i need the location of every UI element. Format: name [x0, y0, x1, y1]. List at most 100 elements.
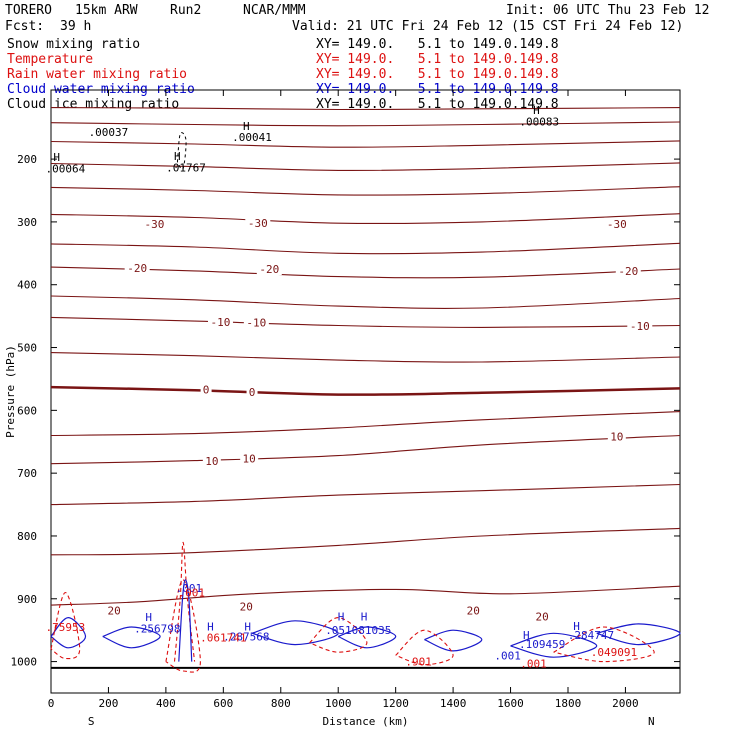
header-fcst-value: 39 h	[60, 19, 92, 34]
contour-label: 0	[249, 386, 256, 399]
rain-label: .049091	[591, 646, 637, 659]
contour-label-bg	[615, 264, 641, 277]
contour-label: 20	[240, 600, 253, 613]
contour-label: 0	[203, 384, 210, 397]
contour-label: 20	[536, 610, 549, 623]
isotherm-5	[50, 411, 681, 437]
isotherm--10	[50, 316, 681, 328]
isotherm--40	[50, 162, 681, 172]
y-tick-label: 200	[17, 153, 37, 166]
rain-contour	[395, 629, 454, 666]
plot-frame	[50, 89, 681, 694]
legend-rain-xy: XY= 149.0. 5.1 to 149.0.149.8	[316, 67, 559, 82]
maximum-value-label: .01767	[166, 161, 206, 174]
y-tick-label: 900	[17, 593, 37, 606]
contour-label-bg	[604, 217, 630, 230]
contour-label: -20	[259, 263, 279, 276]
isotherm-20	[50, 527, 681, 556]
cloud-water-label: .284747	[568, 629, 614, 642]
contour-label-bg	[245, 217, 271, 230]
isotherm--5	[50, 352, 681, 363]
y-axis-label: Pressure (hPa)	[4, 345, 17, 438]
rain-contour	[309, 617, 368, 653]
header-fcst-label: Fcst:	[5, 19, 45, 34]
cloud-water-contour	[251, 620, 339, 646]
x-tick-label: 0	[48, 697, 55, 710]
isotherm--25	[50, 242, 681, 255]
header-resolution: 15km ARW	[75, 3, 138, 18]
y-tick-label: 800	[17, 530, 37, 543]
x-tick-label: 1600	[497, 697, 524, 710]
legend-rain-name: Rain water mixing ratio	[7, 67, 188, 82]
isotherm--35	[50, 186, 681, 196]
maximum-value-label: .00064	[45, 163, 85, 176]
cloud-water-label: .256798	[134, 622, 180, 635]
header-valid: Valid: 21 UTC Fri 24 Feb 12 (15 CST Fri …	[292, 19, 684, 34]
contour-label: 10	[243, 453, 256, 466]
cloud-h-marker: H	[145, 611, 152, 624]
contour-label-bg	[246, 386, 258, 399]
south-label: S	[88, 715, 95, 728]
y-tick-label: 600	[17, 404, 37, 417]
header-init: Init: 06 UTC Thu 23 Feb 12	[506, 3, 710, 18]
legend-temp-name: Temperature	[7, 52, 94, 67]
cloud-water-contour	[50, 616, 87, 649]
legend-temp-xy: XY= 149.0. 5.1 to 149.0.149.8	[316, 52, 559, 67]
contour-label: -10	[246, 316, 266, 329]
contour-label-bg	[464, 604, 483, 617]
maximum-value-label: .00037	[89, 126, 129, 139]
header-org: NCAR/MMM	[243, 3, 306, 18]
contour-label-bg	[607, 430, 626, 443]
isotherm-15	[50, 483, 681, 506]
x-tick-label: 200	[99, 697, 119, 710]
cloud-water-label: .001	[494, 649, 521, 662]
header-model: TORERO	[5, 3, 52, 18]
cloud-column-contour	[178, 579, 193, 662]
maximum-h-marker: H	[533, 104, 540, 117]
isotherm--20	[50, 266, 681, 279]
rain-label: .901	[405, 656, 432, 669]
north-label: N	[648, 715, 655, 728]
contour-label: 10	[205, 455, 218, 468]
isotherm--15	[50, 295, 681, 309]
x-tick-label: 1800	[555, 697, 582, 710]
contour-label-bg	[105, 604, 124, 617]
contour-label-bg	[237, 600, 256, 613]
x-axis-label: Distance (km)	[322, 715, 408, 728]
isotherm--55	[50, 107, 681, 111]
contour-label: 10	[610, 431, 623, 444]
isotherm-10	[50, 434, 681, 465]
maximum-value-label: .00041	[232, 131, 272, 144]
cloud-water-contour	[596, 623, 681, 646]
contour-label: -10	[630, 320, 650, 333]
cloud-h-marker: H	[244, 620, 251, 633]
x-tick-label: 1000	[325, 697, 352, 710]
rain-label: .061741	[200, 632, 246, 645]
contour-label: 20	[467, 605, 480, 618]
y-tick-label: 700	[17, 467, 37, 480]
contour-label-bg	[240, 452, 259, 465]
isotherm-0	[50, 385, 681, 396]
y-tick-label: 1000	[11, 656, 38, 669]
rain-contour	[553, 626, 655, 663]
contour-label: -30	[248, 217, 268, 230]
cloud-water-label: .109459	[519, 638, 565, 651]
maximum-h-marker: H	[53, 151, 60, 164]
x-tick-label: 1400	[440, 697, 467, 710]
contour-label-bg	[243, 316, 269, 329]
x-tick-label: 600	[213, 697, 233, 710]
x-tick-label: 1200	[382, 697, 409, 710]
contour-label: -10	[211, 316, 231, 329]
contour-label-bg	[533, 610, 552, 623]
rain-label: .75953	[45, 621, 85, 634]
contour-label: -20	[618, 265, 638, 278]
contour-label-bg	[124, 261, 150, 274]
isotherm-25	[50, 585, 681, 606]
x-tick-label: 400	[156, 697, 176, 710]
cloud-water-label: .287568	[223, 630, 269, 643]
cloud-h-marker: H	[573, 620, 580, 633]
rain-label: .001	[178, 587, 205, 600]
rain-label: .001	[520, 657, 547, 670]
contour-label-bg	[200, 383, 212, 396]
